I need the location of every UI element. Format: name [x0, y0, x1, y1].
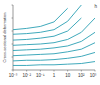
x-tick-label: 10²	[78, 73, 85, 78]
y-tick	[12, 57, 14, 58]
x-tick	[13, 70, 14, 72]
x-tick-label: 10⁻¹	[36, 73, 45, 78]
x-tick-label: 1	[53, 73, 56, 78]
series-line	[13, 18, 95, 45]
x-axis-label: h	[94, 4, 97, 9]
x-tick-label: 10⁻²	[22, 73, 31, 78]
x-tick	[40, 70, 41, 72]
series-line	[13, 62, 95, 66]
x-tick-label: 10	[65, 73, 71, 78]
series-line	[13, 52, 95, 60]
series-line	[13, 5, 81, 34]
y-tick	[12, 18, 14, 19]
series-line	[13, 43, 95, 56]
series-line	[13, 18, 81, 40]
x-axis	[13, 70, 95, 71]
y-tick	[12, 31, 14, 32]
x-tick-label: 10³	[90, 73, 97, 78]
x-tick	[95, 70, 96, 72]
y-axis	[13, 5, 14, 70]
x-tick-label: 10⁻³	[9, 73, 18, 78]
x-tick	[81, 70, 82, 72]
series-line	[13, 32, 95, 50]
x-tick	[67, 70, 68, 72]
x-tick	[54, 70, 55, 72]
y-tick	[12, 44, 14, 45]
y-axis-label: Cross-sectional deformation	[2, 13, 7, 63]
plot-area	[13, 5, 95, 65]
x-tick	[26, 70, 27, 72]
y-tick	[12, 70, 14, 71]
y-tick	[12, 5, 14, 6]
